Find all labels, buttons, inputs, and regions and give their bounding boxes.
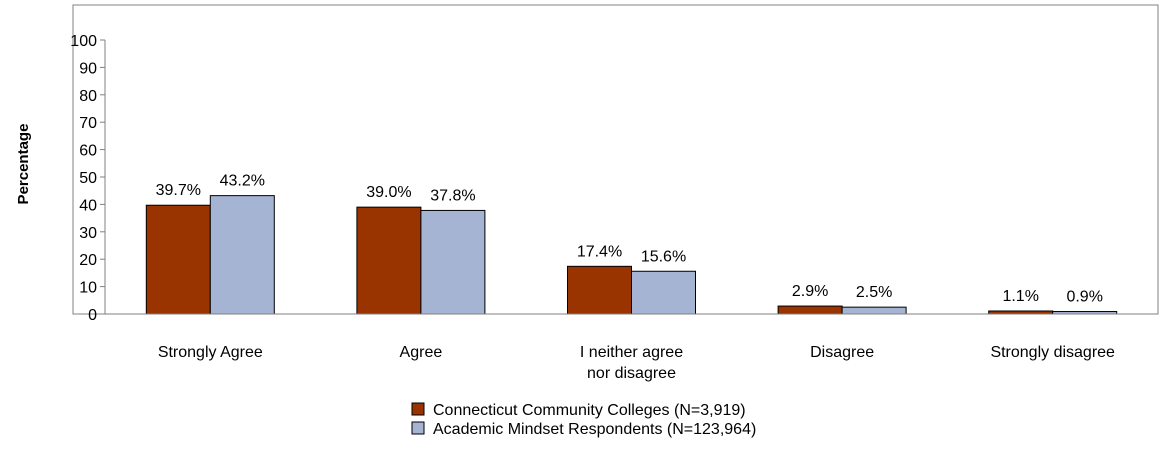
data-label: 2.9% (792, 283, 828, 300)
bar-series-1 (145, 204, 211, 315)
bar-series-2 (420, 209, 486, 315)
bar-series-1 (777, 305, 843, 315)
data-label: 17.4% (577, 243, 622, 260)
y-tick-label: 60 (79, 143, 97, 160)
y-tick-label: 80 (79, 88, 97, 105)
y-tick-label: 90 (79, 60, 97, 77)
category-label: Agree (400, 344, 443, 361)
data-label: 39.0% (366, 184, 411, 201)
y-tick-label: 40 (79, 197, 97, 214)
data-label: 37.8% (430, 187, 475, 204)
y-tick-label: 70 (79, 115, 97, 132)
category-label: Strongly Agree (158, 344, 263, 361)
legend: Connecticut Community Colleges (N=3,919)… (411, 402, 756, 438)
category-label: nor disagree (587, 365, 676, 382)
legend-label: Academic Mindset Respondents (N=123,964) (433, 421, 756, 438)
data-label: 2.5% (856, 284, 892, 301)
bar-series-2 (631, 270, 696, 315)
category-label: Disagree (810, 344, 874, 361)
y-tick-label: 50 (79, 170, 97, 187)
legend-swatch (411, 402, 425, 416)
legend-swatch (411, 421, 425, 435)
data-label: 15.6% (641, 248, 686, 265)
data-label: 39.7% (156, 182, 201, 199)
y-tick-label: 0 (88, 307, 97, 324)
bars (145, 195, 1118, 315)
y-axis-title: Percentage (15, 124, 32, 205)
bar-series-2 (209, 195, 275, 315)
y-tick-label: 30 (79, 225, 97, 242)
data-label: 1.1% (1002, 288, 1038, 305)
data-label: 0.9% (1066, 289, 1102, 306)
bar-series-1 (356, 206, 422, 315)
y-tick-label: 100 (70, 33, 97, 50)
data-label: 43.2% (220, 173, 265, 190)
bar-series-2 (841, 306, 907, 315)
y-tick-label: 20 (79, 252, 97, 269)
y-tick-label: 10 (79, 280, 97, 297)
category-label: Strongly disagree (990, 344, 1115, 361)
category-label: I neither agree (580, 344, 683, 361)
legend-label: Connecticut Community Colleges (N=3,919) (433, 402, 746, 419)
x-axis: Strongly Agree Agree I neither agree nor di… (105, 313, 1158, 382)
bar-series-1 (567, 265, 632, 315)
y-axis: 0 10 20 30 40 50 60 70 80 90 100 (70, 33, 106, 324)
data-labels: 39.7% 43.2% 39.0% 37.8% 17.4% 15.6% 2.9% 2.5% 1.… (156, 173, 1103, 306)
